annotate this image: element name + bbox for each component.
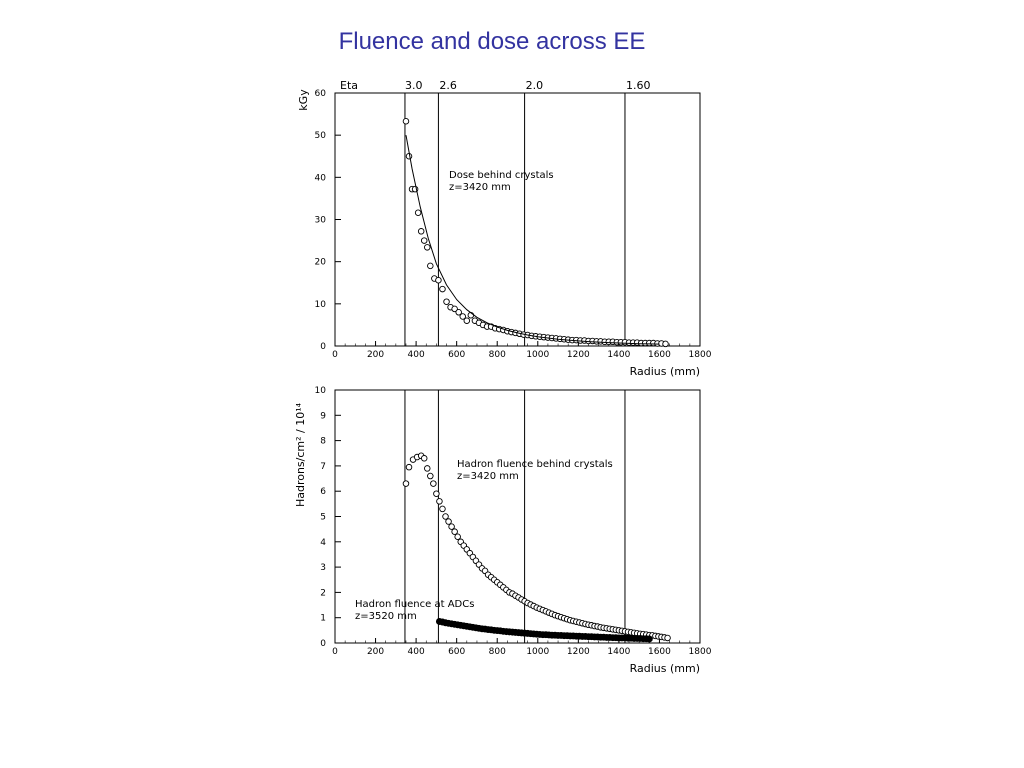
y-tick-label: 10: [315, 300, 327, 310]
y-tick-label: 40: [315, 173, 327, 183]
data-point-open: [427, 262, 434, 270]
fluence-annotation-2-line-1: Hadron fluence at ADCs: [355, 599, 474, 610]
x-tick-label: 200: [367, 350, 384, 360]
x-tick-label: 200: [367, 647, 384, 657]
data-point-open: [436, 498, 443, 505]
x-tick-label: 400: [408, 647, 425, 657]
y-tick-label: 8: [320, 437, 326, 447]
x-tick-label: 1800: [689, 350, 712, 360]
fluence-x-ticks: 0 200 400 600 800 1000 1200 1400 1600 1800: [332, 638, 712, 657]
y-tick-label: 2: [320, 588, 326, 598]
x-tick-label: 1000: [526, 350, 549, 360]
data-point-open: [664, 634, 671, 642]
x-tick-label: 800: [489, 647, 506, 657]
eta-marker-label: 3.0: [405, 79, 423, 92]
data-point-open: [430, 480, 437, 487]
data-point-open: [402, 118, 410, 125]
dose-series: [402, 118, 669, 348]
y-tick-label: 20: [315, 258, 327, 268]
data-point-filled: [645, 635, 653, 643]
fluence-annotation-2-line-2: z=3520 mm: [355, 611, 417, 622]
data-point-open: [459, 313, 467, 320]
y-tick-label: 3: [320, 563, 326, 573]
x-tick-label: 1400: [607, 350, 630, 360]
data-point-open: [445, 518, 452, 525]
data-point-open: [455, 309, 462, 316]
x-tick-label: 600: [448, 350, 465, 360]
eta-marker-label: 2.0: [526, 79, 544, 92]
data-point-open: [424, 244, 431, 251]
data-point-open: [427, 472, 434, 480]
y-tick-label: 9: [320, 411, 326, 421]
data-point-open: [435, 276, 442, 284]
data-point-open: [439, 285, 446, 293]
dose-x-axis-label: Radius (mm): [630, 365, 700, 378]
eta-label: Eta: [340, 79, 358, 92]
y-tick-label: 7: [320, 462, 326, 472]
eta-marker-label: 2.6: [439, 79, 457, 92]
data-point-open: [451, 305, 458, 313]
fit-curve: [405, 135, 660, 345]
data-point-open: [439, 505, 446, 513]
x-tick-label: 0: [332, 350, 338, 360]
fluence-series: [402, 452, 671, 643]
dose-y-ticks: 0 10 20 30 40 50 60: [315, 89, 341, 352]
fluence-annotation-1-line-1: Hadron fluence behind crystals: [457, 459, 613, 470]
y-tick-label: 0: [320, 342, 326, 352]
data-point-open: [424, 465, 431, 472]
x-tick-label: 0: [332, 647, 338, 657]
data-point-open: [442, 513, 449, 520]
x-tick-label: 1800: [689, 647, 712, 657]
dose-y-axis-label: kGy: [297, 89, 310, 111]
data-point-open: [420, 237, 428, 244]
y-tick-label: 10: [315, 386, 327, 396]
y-tick-label: 30: [315, 216, 327, 226]
data-point-open: [414, 209, 422, 217]
dose-chart: Eta 3.0 2.6 2.0 1.60 0 200 400 600 800 1000 1200 1…: [297, 79, 712, 378]
x-tick-label: 1200: [567, 350, 590, 360]
x-tick-label: 400: [408, 350, 425, 360]
y-tick-label: 5: [320, 513, 326, 523]
dose-plot-frame: [334, 92, 701, 347]
fluence-y-axis-label: Hadrons/cm² / 10¹⁴: [294, 402, 307, 507]
y-tick-label: 0: [320, 639, 326, 649]
x-tick-label: 800: [489, 350, 506, 360]
x-tick-label: 1600: [648, 350, 671, 360]
fluence-y-ticks: 0 1 2 3 4 5 6 7 8 9 10: [315, 386, 341, 649]
data-point-open: [454, 533, 461, 540]
data-point-open: [448, 523, 455, 530]
dose-annotation-line-1: Dose behind crystals: [449, 170, 554, 181]
y-tick-label: 1: [320, 614, 326, 624]
data-point-open: [405, 463, 413, 471]
fluence-x-axis-label: Radius (mm): [630, 662, 700, 675]
data-point-open: [451, 528, 458, 535]
data-point-open: [463, 317, 471, 324]
fluence-chart: 0 200 400 600 800 1000 1200 1400 1600 1800 0 1 2 3 4 5…: [294, 386, 712, 675]
x-tick-label: 1000: [526, 647, 549, 657]
y-tick-label: 60: [315, 89, 327, 99]
y-tick-label: 6: [320, 487, 326, 497]
x-tick-label: 1200: [567, 647, 590, 657]
y-tick-label: 50: [315, 131, 327, 141]
data-point-open: [443, 298, 450, 305]
x-tick-label: 600: [448, 647, 465, 657]
data-point-open: [417, 228, 425, 235]
fluence-annotation-1-line-2: z=3420 mm: [457, 471, 519, 482]
x-tick-label: 1400: [607, 647, 630, 657]
data-point-open: [662, 340, 669, 348]
dose-annotation-line-2: z=3420 mm: [449, 182, 511, 193]
eta-marker-label: 1.60: [626, 79, 651, 92]
x-tick-label: 1600: [648, 647, 671, 657]
data-point-open: [433, 490, 440, 497]
dose-eta-lines: [404, 93, 626, 346]
dose-x-ticks: 0 200 400 600 800 1000 1200 1400 1600 1800: [332, 341, 712, 360]
data-point-open: [420, 455, 428, 462]
y-tick-label: 4: [320, 538, 326, 548]
data-point-open: [402, 480, 410, 487]
slide-title: Fluence and dose across EE: [338, 28, 646, 55]
eta-markers: Eta 3.0 2.6 2.0 1.60: [340, 79, 650, 92]
